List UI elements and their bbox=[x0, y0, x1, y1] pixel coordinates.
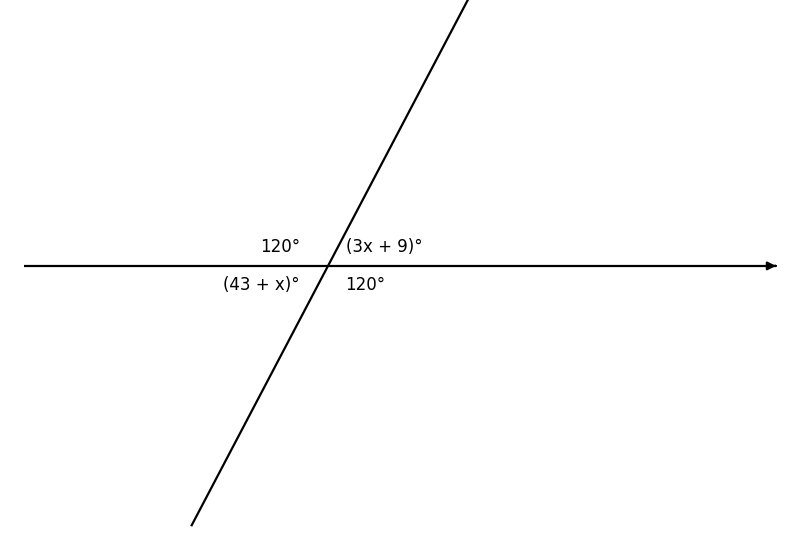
Text: (43 + x)°: (43 + x)° bbox=[223, 276, 300, 294]
Text: (3x + 9)°: (3x + 9)° bbox=[346, 238, 422, 256]
Text: 120°: 120° bbox=[346, 276, 386, 294]
Text: 120°: 120° bbox=[260, 238, 300, 256]
